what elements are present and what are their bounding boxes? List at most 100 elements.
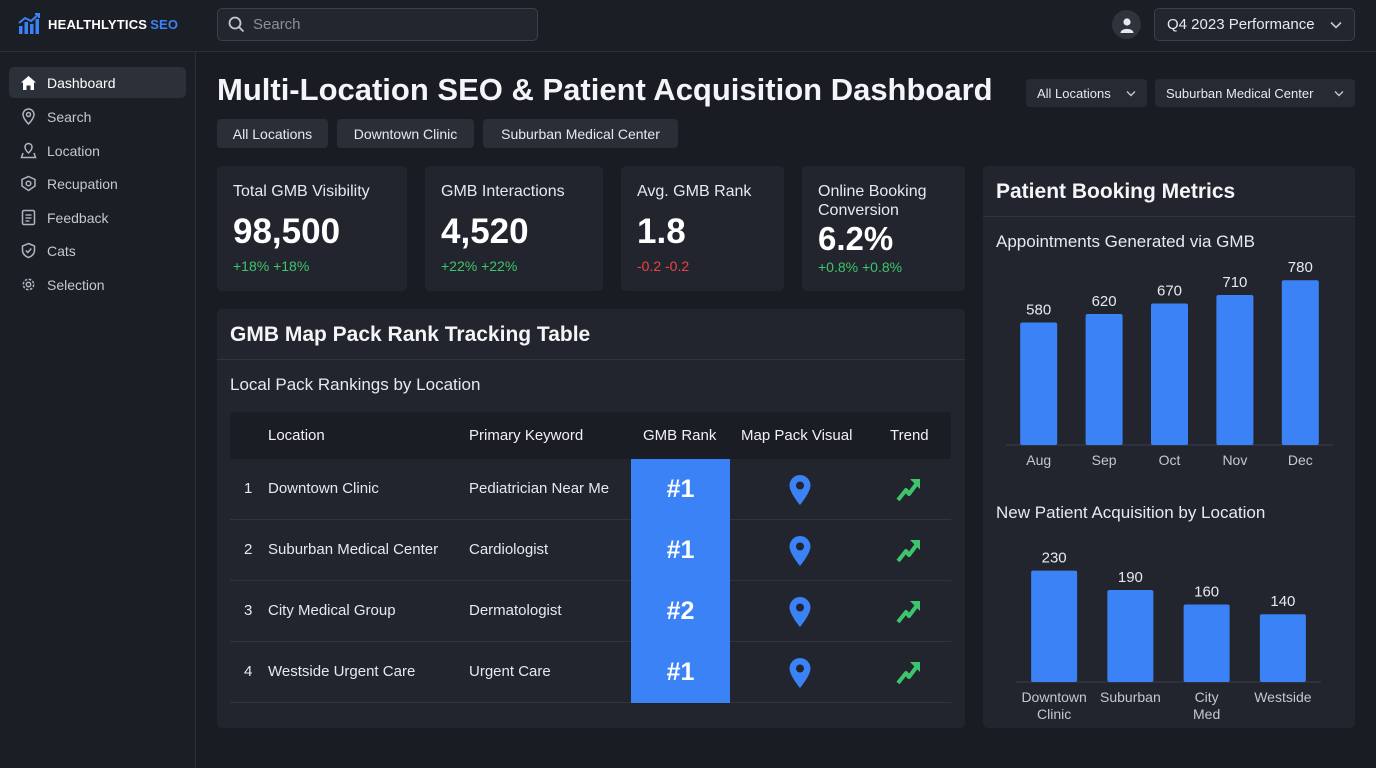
column-header-location[interactable]: Location <box>268 427 325 444</box>
sidebar-item-feedback[interactable]: Feedback <box>9 202 186 233</box>
brand-accent: SEO <box>150 16 179 32</box>
kpi-label: GMB Interactions <box>441 183 565 200</box>
x-tick-label: Oct <box>1159 452 1181 468</box>
chart-logo-icon <box>18 13 40 34</box>
bar-value-label: 160 <box>1194 584 1219 601</box>
chart-title: Appointments Generated via GMB <box>996 232 1255 251</box>
kpi-label: Total GMB Visibility <box>233 183 370 200</box>
bar[interactable] <box>1259 614 1306 682</box>
table-row[interactable]: 4 Westside Urgent Care Urgent Care #1 <box>230 642 951 703</box>
row-number: 2 <box>244 541 253 558</box>
x-tick-label: City Med <box>1193 689 1220 722</box>
chip-suburban-medical-center[interactable]: Suburban Medical Center <box>483 119 678 148</box>
chevron-down-icon <box>1126 90 1136 96</box>
rank-table-subtitle: Local Pack Rankings by Location <box>230 375 481 394</box>
row-location: Westside Urgent Care <box>268 663 416 680</box>
kpi-card-booking-conversion: Online Booking Conversion 6.2% +0.8% +0.… <box>802 166 965 291</box>
table-row[interactable]: 1 Downtown Clinic Pediatrician Near Me #… <box>230 459 951 520</box>
kpi-value: 1.8 <box>637 212 686 251</box>
kpi-label: Avg. GMB Rank <box>637 183 752 200</box>
chart-title: New Patient Acquisition by Location <box>996 503 1266 522</box>
bar[interactable] <box>1281 280 1319 445</box>
bar-value-label: 190 <box>1118 569 1143 586</box>
bar[interactable] <box>1031 570 1078 682</box>
kpi-delta: +18% +18% <box>233 258 310 274</box>
kpi-delta: -0.2 -0.2 <box>637 258 690 274</box>
rank-tracking-card <box>217 309 965 728</box>
user-avatar[interactable] <box>1112 10 1141 39</box>
sidebar-item-recupation[interactable]: Recupation <box>9 168 186 199</box>
column-header-rank[interactable]: GMB Rank <box>643 427 717 444</box>
kpi-card-avg-rank: Avg. GMB Rank 1.8 -0.2 -0.2 <box>621 166 784 291</box>
kpi-delta: +0.8% +0.8% <box>818 259 903 275</box>
row-number: 3 <box>244 602 253 619</box>
location-icon <box>20 142 37 159</box>
sidebar-item-label: Feedback <box>47 209 109 226</box>
bar[interactable] <box>1151 303 1188 445</box>
column-header-trend[interactable]: Trend <box>890 427 929 444</box>
bar[interactable] <box>1107 590 1154 682</box>
bar-value-label: 710 <box>1222 274 1247 291</box>
kpi-value: 4,520 <box>441 212 529 251</box>
chip-all-locations[interactable]: All Locations <box>217 119 328 148</box>
trend-up-icon <box>896 662 920 685</box>
chip-downtown-clinic[interactable]: Downtown Clinic <box>337 119 474 148</box>
table-row[interactable]: 3 City Medical Group Dermatologist #2 <box>230 581 951 642</box>
acquisition-bar-chart: 230 Downtown Clinic 190 Suburban 160 City Med 14… <box>1016 550 1321 722</box>
period-selector[interactable]: Q4 2023 Performance <box>1154 8 1355 41</box>
x-tick-label: Downtown Clinic <box>1021 689 1086 722</box>
bar[interactable] <box>1020 322 1058 445</box>
search-input[interactable] <box>253 16 513 33</box>
rank-table-title: GMB Map Pack Rank Tracking Table <box>230 323 591 346</box>
row-rank-badge: #2 <box>631 581 730 642</box>
table-row[interactable]: 2 Suburban Medical Center Cardiologist #… <box>230 520 951 581</box>
bar-value-label: 230 <box>1042 550 1067 567</box>
column-header-keyword[interactable]: Primary Keyword <box>469 427 584 444</box>
map-pin-icon[interactable] <box>788 474 812 506</box>
bar[interactable] <box>1085 314 1123 445</box>
search-box[interactable] <box>217 8 538 41</box>
row-location: City Medical Group <box>268 602 396 619</box>
x-tick-label: Aug <box>1026 452 1051 468</box>
sidebar-item-location[interactable]: Location <box>9 135 186 166</box>
row-keyword: Dermatologist <box>469 602 562 619</box>
x-tick-label: Suburban <box>1100 689 1161 705</box>
row-rank-badge: #1 <box>631 642 730 703</box>
sidebar-item-search[interactable]: Search <box>9 101 186 132</box>
sidebar-item-dashboard[interactable]: Dashboard <box>9 67 186 98</box>
row-location: Suburban Medical Center <box>268 541 439 558</box>
trend-up-icon <box>896 601 920 624</box>
home-icon <box>21 75 36 90</box>
sidebar-item-label: Location <box>47 142 100 159</box>
sidebar-item-selection[interactable]: Selection <box>9 269 186 300</box>
row-number: 1 <box>244 480 253 497</box>
trend-up-icon <box>896 479 920 502</box>
kpi-value: 98,500 <box>233 212 341 251</box>
location-filter-dropdown[interactable]: All Locations <box>1026 79 1147 107</box>
x-tick-label: Dec <box>1288 452 1313 468</box>
map-pin-icon[interactable] <box>788 596 812 628</box>
period-selector-value: Q4 2023 Performance <box>1167 16 1315 33</box>
sidebar-item-cats[interactable]: Cats <box>9 235 186 266</box>
row-number: 4 <box>244 663 253 680</box>
sidebar-item-label: Selection <box>47 276 105 293</box>
x-tick-label: Sep <box>1092 452 1117 468</box>
brand-logo[interactable]: HEALTHLYTICS SEO <box>18 13 178 35</box>
bar-value-label: 140 <box>1270 593 1295 610</box>
column-header-map-pack[interactable]: Map Pack Visual <box>741 427 853 444</box>
bar[interactable] <box>1183 604 1230 682</box>
sidebar-item-label: Recupation <box>47 175 118 192</box>
map-pin-icon[interactable] <box>788 535 812 567</box>
x-tick-label: Nov <box>1222 452 1247 468</box>
row-rank-badge: #1 <box>631 520 730 581</box>
bar[interactable] <box>1216 295 1254 445</box>
feedback-icon <box>21 209 36 226</box>
kpi-card-interactions: GMB Interactions 4,520 +22% +22% <box>425 166 603 291</box>
search-icon <box>228 16 245 33</box>
shield-icon <box>21 242 36 259</box>
map-pin-icon[interactable] <box>788 657 812 689</box>
sidebar-item-label: Cats <box>47 242 76 259</box>
center-filter-dropdown[interactable]: Suburban Medical Center <box>1155 79 1355 107</box>
row-keyword: Pediatrician Near Me <box>469 480 610 497</box>
